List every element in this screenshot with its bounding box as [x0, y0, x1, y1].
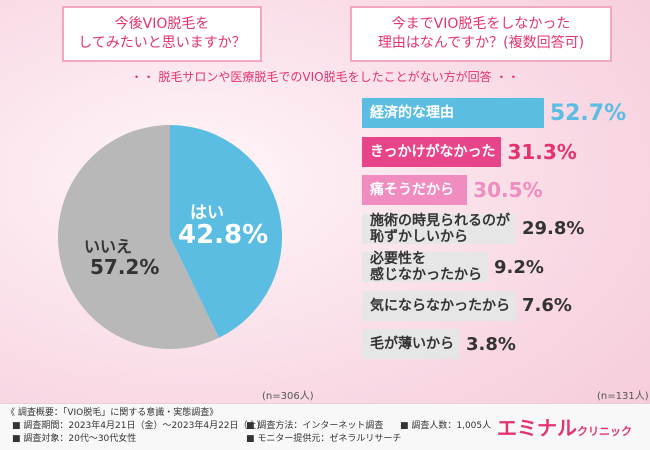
bar-category-label-line: 必要性を: [370, 251, 426, 267]
bar-7: [362, 329, 460, 359]
bar-sample-size: (n=131人): [597, 391, 649, 402]
bar-value-label: 29.8%: [522, 218, 585, 239]
bar-category-label-line: 痛そうだから: [370, 182, 454, 198]
question-right-line-2: 理由はなんですか？(複数回答可): [377, 35, 585, 51]
pie-slice-yes: [170, 125, 283, 338]
bar-category-label-line: 経済的な理由: [370, 105, 454, 121]
bar-6: [362, 290, 516, 321]
bar-1: [362, 98, 544, 128]
bar-category-label-line: 感じなかったから: [370, 267, 482, 283]
bar-category-label: 経済的な理由: [370, 98, 454, 128]
pie-value-no: 57.2%: [90, 255, 160, 279]
bar-value-label: 3.8%: [466, 333, 516, 355]
bar-value-label: 7.6%: [522, 295, 572, 316]
bar-value-label: 9.2%: [494, 256, 544, 278]
subtitle: ・・ 脱毛サロンや医療脱毛でのVIO脱毛をしたことがない方が回答 ・・: [130, 70, 520, 84]
pie-chart: [58, 125, 283, 349]
bar-category-label-line: 毛が薄いから: [370, 336, 454, 352]
pie-sample-size: (n=306人): [262, 391, 314, 402]
bar-category-label: 施術の時見られるのが 恥ずかしいから: [370, 212, 510, 245]
question-right-box: 今までVIO脱毛をしなかった 理由はなんですか？(複数回答可): [350, 6, 612, 62]
logo-main-text: エミナル: [497, 416, 577, 440]
footer-method: ■ 調査方法：インターネット調査: [246, 421, 384, 431]
footer-provider: ■ モニター提供元：ゼネラルリサーチ: [246, 434, 402, 444]
bar-value-label: 52.7%: [549, 100, 627, 126]
question-left-line-2: してみたいと思いますか？: [78, 35, 246, 51]
logo-sub-text: クリニック: [577, 425, 632, 438]
footer-count: ■ 調査人数：1,005人: [400, 421, 492, 431]
bar-4: [362, 213, 516, 244]
pie-slice-no: [58, 125, 219, 349]
bar-2: [362, 136, 502, 167]
bar-5: [362, 252, 488, 282]
bar-category-label-line: 気にならなかったから: [370, 297, 510, 314]
footer-target: ■ 調査対象：20代〜30代女性: [12, 434, 137, 444]
bar-3: [362, 175, 468, 205]
question-left-line-1: 今後VIO脱毛を: [114, 16, 210, 32]
question-left-box: 今後VIO脱毛を してみたいと思いますか？: [62, 6, 262, 62]
bar-value-label: 31.3%: [507, 139, 577, 164]
pie-label-no: いいえ: [84, 237, 133, 256]
pie-label-yes: はい: [190, 203, 224, 223]
bar-category-label-line: 恥ずかしいから: [370, 228, 468, 245]
bar-value-label: 30.5%: [473, 178, 543, 202]
bar-category-label-line: きっかけがなかった: [370, 143, 496, 160]
bar-category-label: 痛そうだから: [370, 175, 454, 205]
brand-logo: エミナルクリニック: [497, 412, 632, 441]
pie-value-yes: 42.8%: [178, 220, 269, 250]
footer-period: ■ 調査期間：2023年4月21日（金）〜2023年4月22日（土）: [12, 421, 266, 431]
bar-category-label: 気にならなかったから: [370, 291, 510, 321]
survey-footer: 《 調査概要：「VIO脱毛」に関する意識・実態調査》 ■ 調査期間：2023年4…: [0, 403, 650, 450]
footer-title: 《 調査概要：「VIO脱毛」に関する意識・実態調査》: [6, 408, 219, 418]
question-right-line-1: 今までVIO脱毛をしなかった: [391, 16, 571, 32]
bar-category-label: きっかけがなかった: [370, 137, 495, 167]
bar-category-label: 必要性を 感じなかったから: [370, 251, 482, 283]
bar-category-label-line: 施術の時見られるのが: [370, 212, 510, 229]
bar-category-label: 毛が薄いから: [370, 329, 454, 359]
